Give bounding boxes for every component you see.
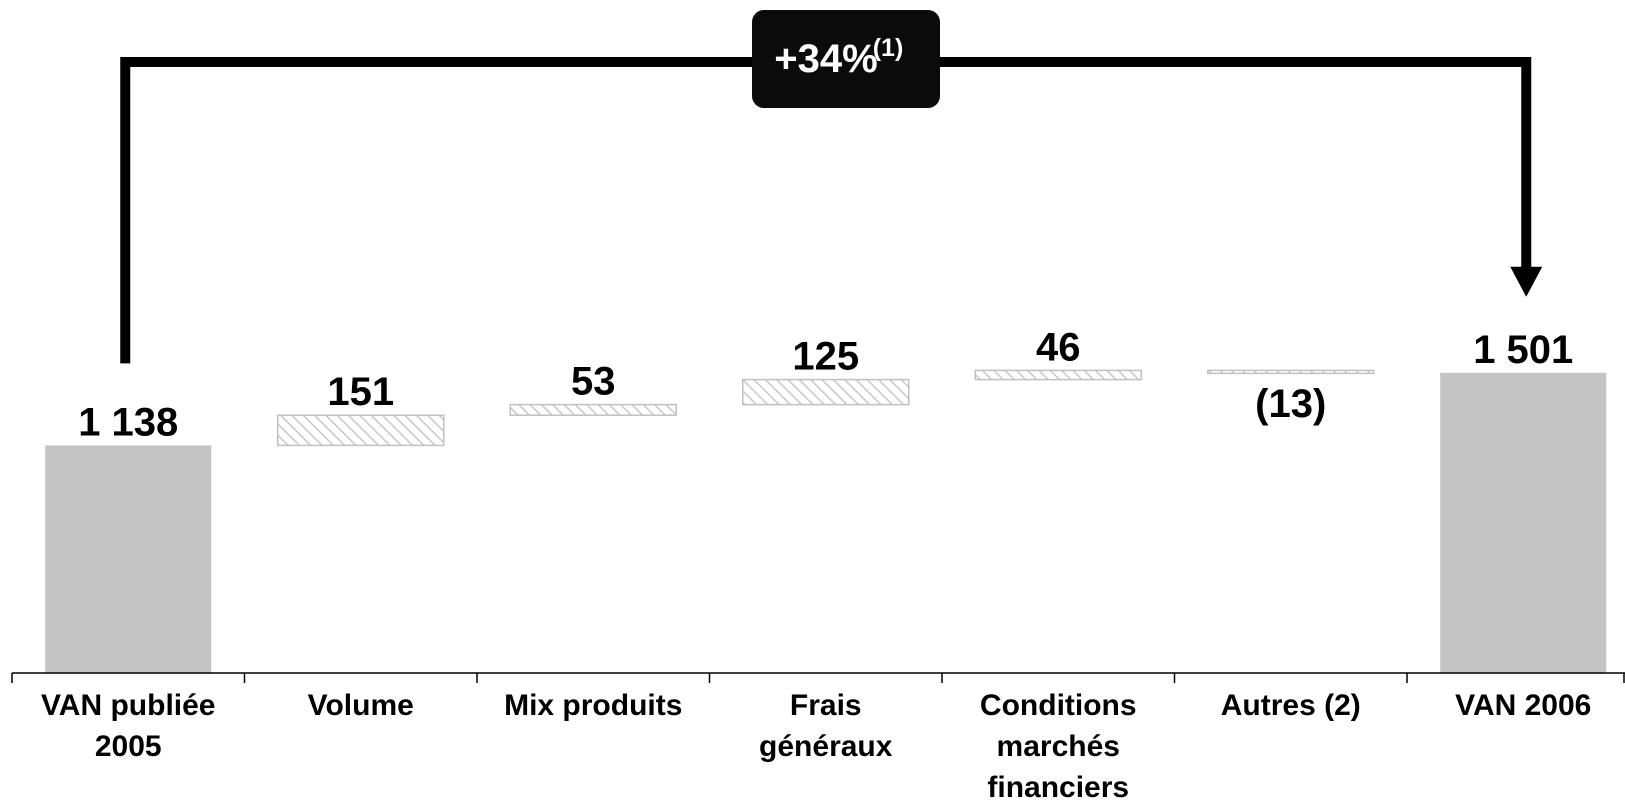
growth-badge-text: +34%: [774, 37, 877, 81]
bar-3: [742, 378, 910, 406]
category-label-4: Conditions marchés financiers: [980, 689, 1137, 804]
bar-2: [509, 403, 677, 416]
category-label-3-line-0: Frais: [790, 689, 862, 722]
bar-1: [277, 414, 445, 447]
value-label-3: 125: [792, 335, 859, 379]
value-label-1: 151: [327, 370, 394, 414]
category-label-2: Mix produits: [504, 689, 682, 722]
bars-layer: [45, 369, 1607, 673]
category-labels-layer: VAN publiée 2005 Volume Mix produits Frais gé…: [41, 689, 1591, 804]
value-labels-layer: 1 138 151 53 125 46 (13) 1 501: [78, 325, 1573, 444]
x-axis: [11, 672, 1625, 683]
bar-4: [974, 369, 1142, 381]
category-label-5: Autres (2): [1221, 689, 1361, 722]
growth-badge: [752, 10, 940, 108]
value-label-5: (13): [1255, 382, 1326, 426]
growth-arrow: +34%(1): [120, 10, 1543, 364]
category-label-4-line-2: financiers: [987, 771, 1129, 804]
category-label-3-line-1: généraux: [759, 730, 893, 763]
value-label-2: 53: [571, 360, 616, 404]
value-label-4: 46: [1036, 325, 1081, 369]
bar-0: [45, 445, 212, 673]
category-label-4-line-0: Conditions: [980, 689, 1137, 722]
category-label-1-line-0: Volume: [308, 689, 414, 722]
category-label-6-line-0: VAN 2006: [1455, 689, 1591, 722]
value-label-6: 1 501: [1473, 328, 1573, 372]
category-label-1: Volume: [308, 689, 414, 722]
category-label-0-line-0: VAN publiée: [41, 689, 215, 722]
category-label-2-line-0: Mix produits: [504, 689, 682, 722]
value-label-0: 1 138: [78, 400, 178, 444]
category-label-5-line-0: Autres (2): [1221, 689, 1361, 722]
bar-6: [1440, 372, 1607, 673]
bar-5: [1207, 369, 1375, 375]
category-label-4-line-1: marchés: [997, 730, 1120, 763]
growth-badge-superscript: (1): [873, 34, 904, 62]
category-label-0-line-1: 2005: [95, 730, 162, 763]
category-label-6: VAN 2006: [1455, 689, 1591, 722]
growth-arrow-head: [1510, 266, 1543, 297]
category-label-3: Frais généraux: [759, 689, 893, 763]
category-label-0: VAN publiée 2005: [41, 689, 215, 763]
